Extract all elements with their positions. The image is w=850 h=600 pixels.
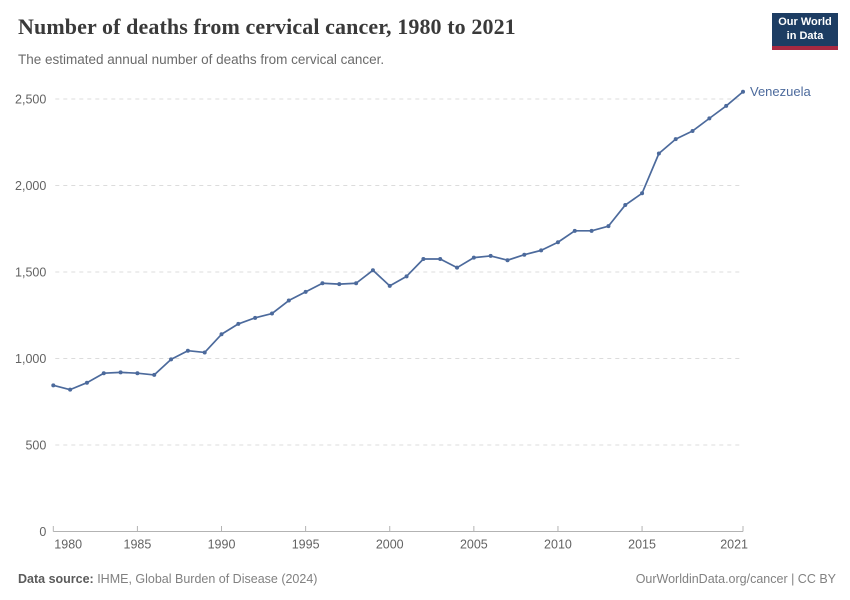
x-axis-label: 2015 [628, 538, 656, 552]
x-axis-label: 2010 [544, 538, 572, 552]
data-point[interactable] [185, 348, 190, 353]
series-line-venezuela [52, 90, 744, 391]
data-point[interactable] [690, 129, 695, 134]
data-point[interactable] [387, 283, 392, 288]
y-axis-label: 1,000 [15, 352, 46, 366]
data-point[interactable] [68, 387, 73, 392]
chart-footer: Data source: IHME, Global Burden of Dise… [18, 572, 836, 586]
data-point[interactable] [724, 103, 729, 108]
data-point[interactable] [623, 203, 628, 208]
data-point[interactable] [101, 371, 106, 376]
data-point[interactable] [488, 253, 493, 258]
data-point[interactable] [707, 116, 712, 121]
data-point[interactable] [202, 350, 207, 355]
data-point[interactable] [640, 191, 645, 196]
x-axis-label: 2005 [460, 538, 488, 552]
data-source-text: IHME, Global Burden of Disease (2024) [93, 572, 318, 586]
x-axis-label: 1995 [292, 538, 320, 552]
owid-logo[interactable]: Our World in Data [772, 13, 838, 50]
owid-logo-line2: in Data [786, 29, 824, 42]
data-point[interactable] [404, 274, 409, 279]
y-axis-label: 2,000 [15, 179, 46, 193]
data-point[interactable] [656, 151, 661, 156]
data-point[interactable] [219, 332, 224, 337]
chart-subtitle: The estimated annual number of deaths fr… [18, 52, 385, 67]
chart-title: Number of deaths from cervical cancer, 1… [18, 14, 516, 39]
data-point[interactable] [438, 257, 443, 262]
x-axis-label: 1985 [124, 538, 152, 552]
data-source-note: Data source: IHME, Global Burden of Dise… [18, 572, 317, 586]
data-point[interactable] [135, 371, 140, 376]
data-point[interactable] [539, 248, 544, 253]
data-point[interactable] [572, 228, 577, 233]
data-point[interactable] [522, 252, 527, 257]
data-point[interactable] [337, 282, 342, 287]
data-point[interactable] [455, 265, 460, 270]
y-axis-label: 500 [25, 439, 46, 453]
data-point[interactable] [253, 315, 258, 320]
y-axis-label: 0 [39, 525, 46, 539]
data-point[interactable] [589, 228, 594, 233]
series-label-venezuela: Venezuela [750, 84, 811, 99]
data-point[interactable] [673, 137, 678, 142]
data-point[interactable] [269, 311, 274, 316]
x-axis-label: 1990 [208, 538, 236, 552]
data-point[interactable] [354, 281, 359, 286]
y-axis-label: 2,500 [15, 93, 46, 107]
data-point[interactable] [370, 268, 375, 273]
data-point[interactable] [741, 89, 745, 94]
data-point[interactable] [152, 372, 157, 377]
x-axis-label: 1980 [54, 538, 82, 552]
x-axis-label: 2000 [376, 538, 404, 552]
footer-citation-link[interactable]: OurWorldinData.org/cancer | CC BY [635, 572, 836, 586]
data-point[interactable] [555, 240, 560, 245]
y-axis-label: 1,500 [15, 266, 46, 280]
data-point[interactable] [320, 281, 325, 286]
data-point[interactable] [505, 258, 510, 263]
data-point[interactable] [51, 383, 56, 388]
owid-logo-line1: Our World [778, 15, 832, 28]
data-point[interactable] [303, 289, 308, 294]
data-source-label: Data source: [18, 572, 94, 586]
data-point[interactable] [606, 224, 611, 229]
data-point[interactable] [286, 298, 291, 303]
data-point[interactable] [236, 321, 241, 326]
data-point[interactable] [471, 255, 476, 260]
x-axis-label: 2021 [720, 538, 748, 552]
data-point[interactable] [118, 370, 123, 375]
data-point[interactable] [421, 257, 426, 262]
data-point[interactable] [169, 357, 174, 362]
data-point[interactable] [84, 380, 89, 385]
